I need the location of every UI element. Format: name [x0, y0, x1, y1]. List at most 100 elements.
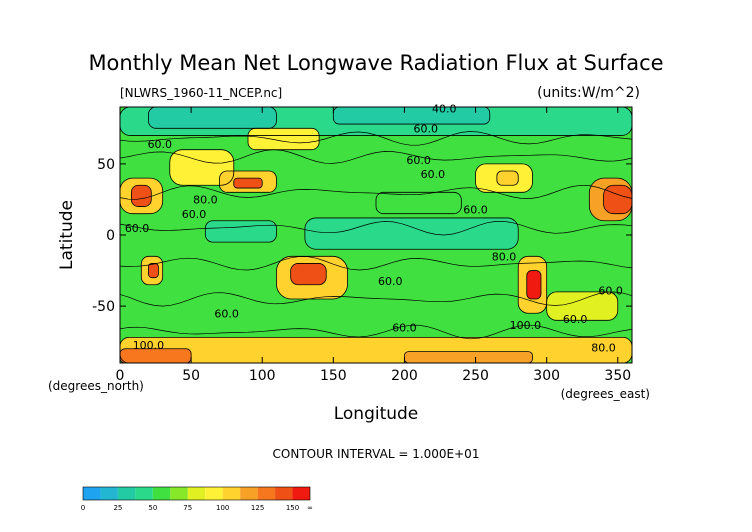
contour-value-label: 60.0	[463, 204, 488, 217]
contour-line	[119, 131, 633, 146]
contour-value-label: 80.0	[492, 251, 517, 264]
heatmap-region	[404, 351, 533, 363]
x-tick-label: 100	[249, 368, 276, 384]
contour-value-label: 80.0	[591, 342, 616, 355]
contour-line	[233, 177, 263, 189]
contour-value-label: 60.0	[214, 307, 239, 320]
colorbar-bin	[275, 487, 293, 500]
colorbar-tick-label: 125	[251, 504, 264, 512]
contour-value-label: 60.0	[125, 222, 150, 235]
colorbar-tick-label: 25	[113, 504, 122, 512]
contour-value-label: 60.0	[414, 123, 439, 136]
colorbar-bin	[222, 487, 241, 500]
contour-line	[119, 256, 633, 271]
y-tick-label: -50	[92, 299, 115, 315]
heatmap-region	[120, 337, 632, 363]
heatmap-region	[233, 178, 263, 189]
colorbar-bin	[170, 487, 188, 500]
contour-line	[119, 184, 633, 200]
contour-labels: 40.060.060.060.060.060.0 60.060.060.060.0…	[125, 103, 623, 355]
contour-line	[119, 324, 633, 340]
colorbar-bin	[257, 487, 276, 500]
colorbar-bin	[152, 487, 171, 500]
colorbar-bin	[100, 487, 118, 500]
contour-value-label: 60.0	[598, 285, 623, 298]
colorbar-tick-label: 150	[286, 504, 299, 512]
chart-subtitle-units: (units:W/m^2)	[537, 85, 640, 101]
colorbar-bin	[187, 487, 206, 500]
heatmap-region	[546, 291, 618, 321]
colorbar	[82, 486, 311, 501]
contour-line	[526, 270, 542, 300]
contour-line	[496, 170, 519, 186]
x-tick-label: 0	[116, 368, 125, 384]
y-tick-label: 50	[97, 157, 115, 173]
heatmap-region	[603, 185, 632, 214]
colorbar-tick-label: 50	[148, 504, 157, 512]
contour-line	[290, 263, 327, 286]
contour-line	[140, 255, 164, 286]
colorbar-tick-labels: 0 25 50 75 100 125 150 ∞	[81, 504, 313, 512]
contour-line	[148, 263, 159, 279]
x-tick-label: 50	[182, 368, 200, 384]
contour-value-label: 40.0	[432, 103, 457, 116]
colorbar-tick-label: 75	[183, 504, 192, 512]
y-tick-label: 0	[106, 228, 115, 244]
contour-line	[475, 163, 533, 193]
contour-value-label: 80.0	[193, 194, 218, 207]
colorbar-bin	[135, 487, 153, 500]
x-tick-label: 250	[462, 368, 489, 384]
colorbar-bin	[117, 487, 136, 500]
contour-line	[119, 220, 633, 236]
contour-line	[219, 170, 277, 193]
colorbar-tick-label: 100	[216, 504, 229, 512]
x-tick-label: 300	[533, 368, 560, 384]
contour-value-label: 100.0	[133, 339, 165, 352]
heatmap-region	[376, 192, 462, 214]
contour-line	[546, 291, 619, 321]
contour-line	[204, 220, 277, 243]
y-axis-label: Latitude	[57, 200, 77, 270]
colorbar-bin	[292, 487, 310, 500]
contour-line	[247, 127, 320, 151]
contour-line	[517, 255, 548, 314]
heatmap-region	[290, 263, 327, 285]
colorbar-tick-label: ∞	[307, 504, 313, 512]
heatmap-region	[496, 171, 519, 186]
colorbar-tick-label: 0	[81, 504, 85, 512]
colorbar-bin	[205, 487, 223, 500]
x-tick-label: 200	[391, 368, 418, 384]
contour-line	[375, 191, 462, 215]
x-axis-ticks: 0 50 100 150 200 250 300 350	[116, 107, 631, 384]
colorbar-frame	[82, 486, 311, 501]
heatmap-region	[131, 185, 152, 207]
contour-value-label: 60.0	[563, 313, 588, 326]
contour-value-label: 60.0	[378, 275, 403, 288]
heatmap-region	[304, 217, 519, 250]
heatmap-region	[205, 220, 277, 243]
colorbar-bin	[83, 487, 101, 500]
contour-value-label: 60.0	[406, 154, 431, 167]
contour-line	[119, 149, 633, 164]
heatmap-plot-area	[120, 107, 632, 363]
x-unit-note: (degrees_east)	[561, 387, 650, 401]
heatmap-region	[333, 107, 490, 125]
contour-line	[169, 149, 235, 186]
heatmap-region	[120, 348, 192, 363]
heatmap-region	[248, 128, 320, 150]
chart-title: Monthly Mean Net Longwave Radiation Flux…	[88, 51, 663, 75]
heatmap-region	[148, 263, 159, 278]
contour-value-label: 60.0	[421, 168, 446, 181]
x-tick-label: 150	[320, 368, 347, 384]
chart-subtitle-file: [NLWRS_1960-11_NCEP.nc]	[120, 86, 282, 100]
contour-interval-label: CONTOUR INTERVAL = 1.000E+01	[273, 447, 480, 461]
contour-value-label: 60.0	[148, 138, 173, 151]
contour-line	[276, 255, 348, 300]
y-axis-ticks: 50 0 -50	[92, 157, 632, 315]
heatmap-region	[526, 270, 541, 299]
colorbar-bin	[240, 487, 258, 500]
y-unit-note: (degrees_north)	[48, 379, 144, 393]
heatmap-region	[148, 107, 277, 129]
contour-value-label: 100.0	[510, 319, 542, 332]
